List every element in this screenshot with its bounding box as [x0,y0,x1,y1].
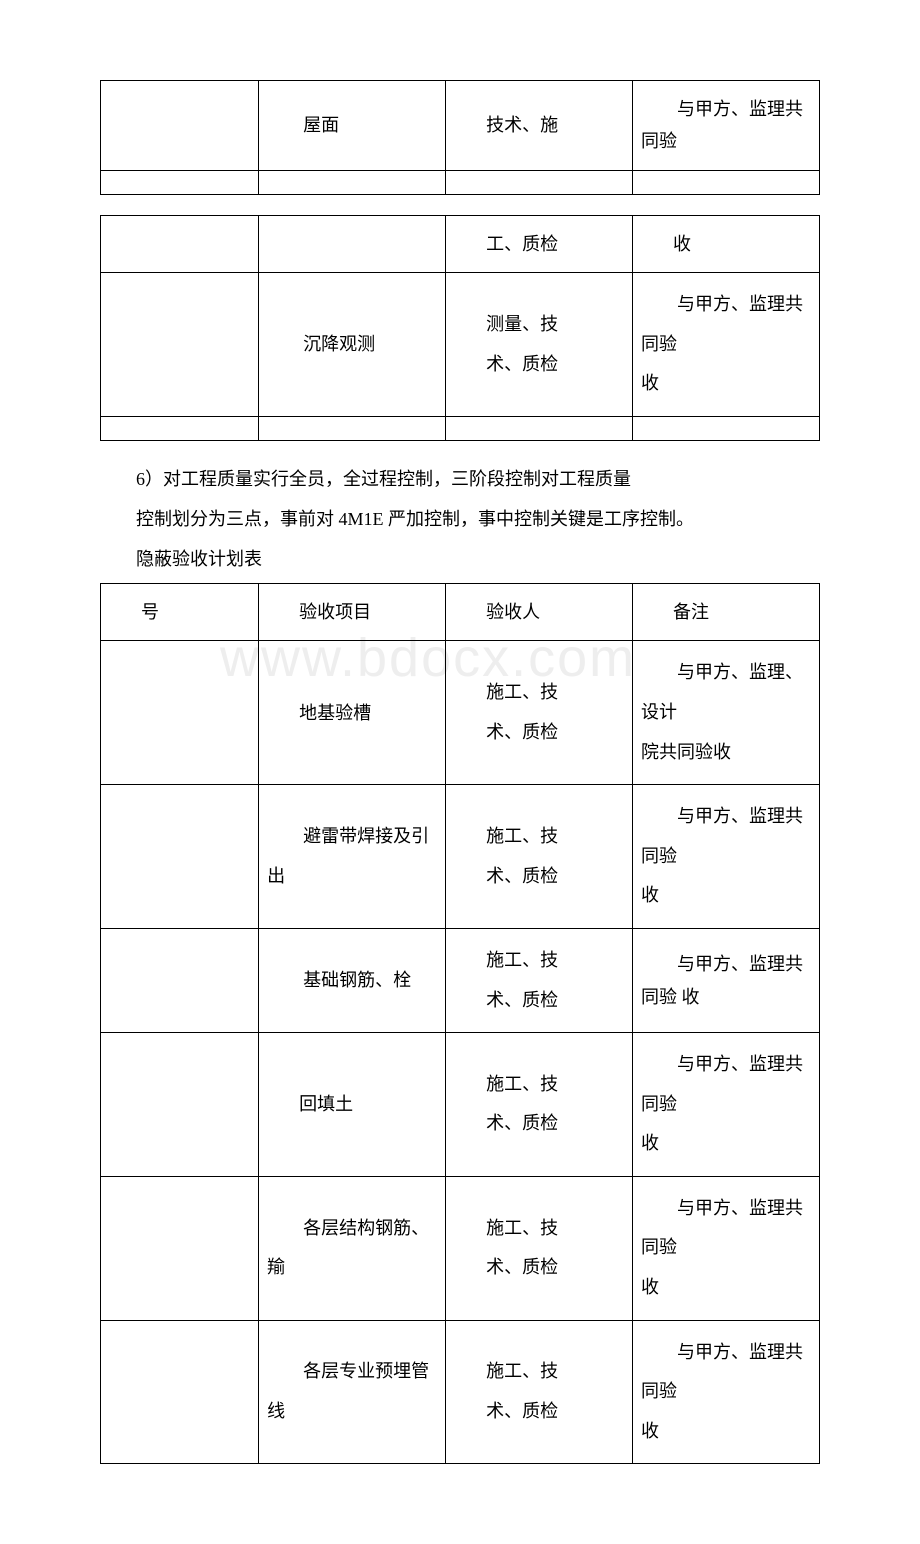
table-row: 屋面 技术、施 与甲方、监理共同验 [101,81,820,171]
table-row [101,170,820,194]
paragraph: 控制划分为三点，事前对 4M1E 严加控制，事中控制关键是工序控制。 [100,501,820,537]
table-row: 各层专业预埋管 线 施工、技 术、质检 与甲方、监理共同验 收 [101,1320,820,1464]
header-cell: 验收人 [446,583,633,640]
cell: 工、质检 [446,215,633,272]
cell: 与甲方、监理共同验 收 [633,1033,820,1177]
table-row: 基础钢筋、栓 施工、技 术、质检 与甲方、监理共同验 收 [101,928,820,1032]
table-row: 沉降观测 测量、技 术、质检 与甲方、监理共同验 收 [101,273,820,417]
page-content: 屋面 技术、施 与甲方、监理共同验 工、质检 收 沉降观测 测量、技 术、质检 … [100,80,820,1464]
cell: 回填土 [259,1033,446,1177]
table-2: 工、质检 收 沉降观测 测量、技 术、质检 与甲方、监理共同验 收 [100,215,820,441]
cell [259,416,446,440]
cell [101,81,259,171]
header-cell: 号 [101,583,259,640]
cell: 地基验槽 [259,641,446,785]
cell: 施工、技 术、质检 [446,1176,633,1320]
cell [101,170,259,194]
cell [101,273,259,417]
cell [101,785,259,929]
header-cell: 验收项目 [259,583,446,640]
cell: 测量、技 术、质检 [446,273,633,417]
cell [633,170,820,194]
cell: 与甲方、监理、设计 院共同验收 [633,641,820,785]
cell: 施工、技 术、质检 [446,1320,633,1464]
cell [101,928,259,1032]
cell: 施工、技 术、质检 [446,785,633,929]
table-row [101,416,820,440]
cell: 基础钢筋、栓 [259,928,446,1032]
cell: 与甲方、监理共同验 收 [633,928,820,1032]
paragraph: 6）对工程质量实行全员，全过程控制，三阶段控制对工程质量 [100,461,820,497]
cell [101,215,259,272]
cell: 避雷带焊接及引 出 [259,785,446,929]
cell [101,1176,259,1320]
table-header-row: 号 验收项目 验收人 备注 [101,583,820,640]
cell: 屋面 [259,81,446,171]
cell: 沉降观测 [259,273,446,417]
table-row: 工、质检 收 [101,215,820,272]
cell [101,416,259,440]
cell [446,170,633,194]
cell: 与甲方、监理共同验 [633,81,820,171]
table-3: 号 验收项目 验收人 备注 地基验槽 施工、技 术、质检 与甲方、监理、设计 院… [100,583,820,1464]
table-row: 地基验槽 施工、技 术、质检 与甲方、监理、设计 院共同验收 [101,641,820,785]
cell [259,215,446,272]
table-1: 屋面 技术、施 与甲方、监理共同验 [100,80,820,195]
cell: 与甲方、监理共同验 收 [633,1320,820,1464]
cell: 收 [633,215,820,272]
cell: 与甲方、监理共同验 收 [633,1176,820,1320]
table-row: 回填土 施工、技 术、质检 与甲方、监理共同验 收 [101,1033,820,1177]
cell [101,641,259,785]
paragraph: 隐蔽验收计划表 [100,541,820,577]
cell: 技术、施 [446,81,633,171]
header-cell: 备注 [633,583,820,640]
cell: 施工、技 术、质检 [446,1033,633,1177]
table-row: 避雷带焊接及引 出 施工、技 术、质检 与甲方、监理共同验 收 [101,785,820,929]
cell: 施工、技 术、质检 [446,928,633,1032]
cell [446,416,633,440]
cell: 施工、技 术、质检 [446,641,633,785]
cell [259,170,446,194]
paragraph-block: 6）对工程质量实行全员，全过程控制，三阶段控制对工程质量 控制划分为三点，事前对… [100,461,820,577]
cell: 各层专业预埋管 线 [259,1320,446,1464]
cell: 与甲方、监理共同验 收 [633,273,820,417]
cell: 与甲方、监理共同验 收 [633,785,820,929]
cell: 各层结构钢筋、羭 [259,1176,446,1320]
table-row: 各层结构钢筋、羭 施工、技 术、质检 与甲方、监理共同验 收 [101,1176,820,1320]
cell [101,1320,259,1464]
cell [633,416,820,440]
cell [101,1033,259,1177]
